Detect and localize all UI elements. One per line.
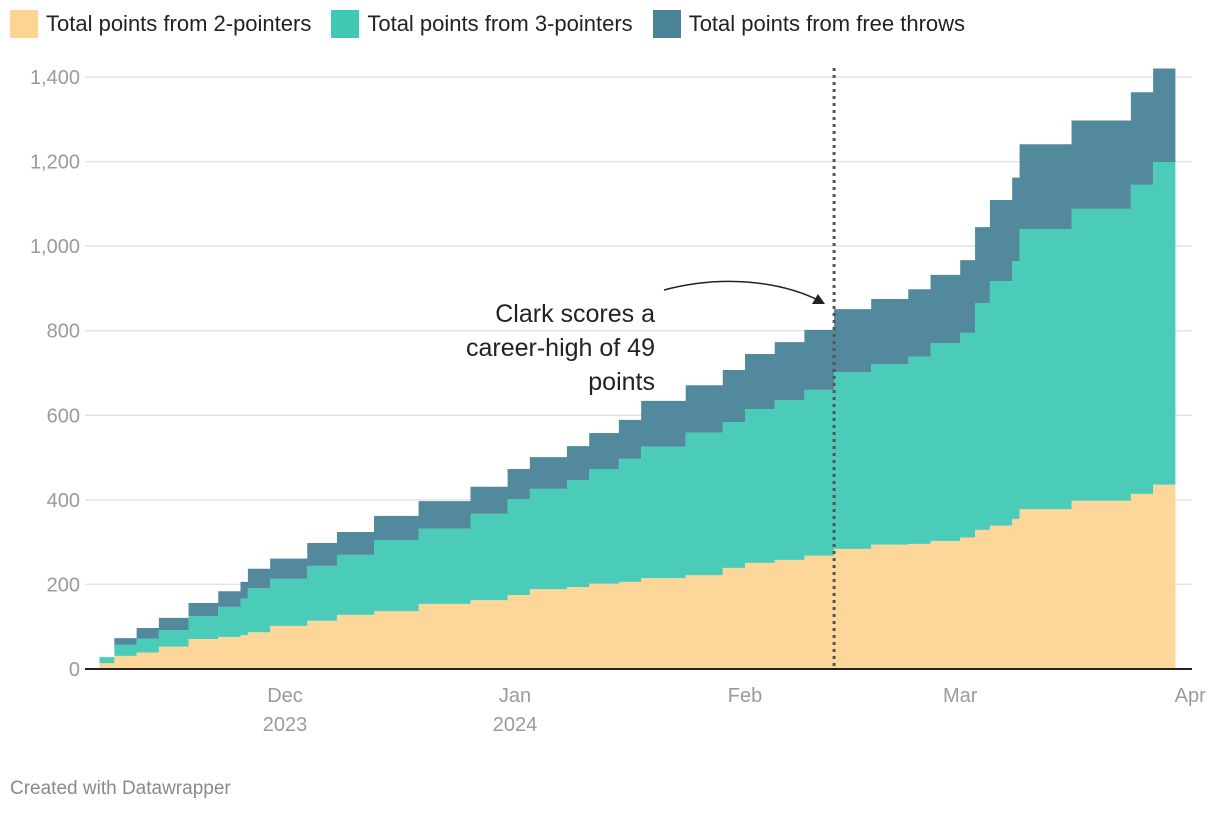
legend-label: Total points from 2-pointers — [46, 11, 312, 36]
legend: Total points from 2-pointers Total point… — [10, 10, 965, 38]
footer-credit: Created with Datawrapper — [10, 778, 231, 799]
y-tick-label: 0 — [69, 659, 80, 681]
legend-item-2-pointers: Total points from 2-pointers — [10, 10, 311, 38]
x-tick-sublabel: 2023 — [263, 714, 308, 736]
y-tick-label: 1,400 — [30, 67, 80, 89]
area-2-pointers — [99, 484, 1176, 669]
x-tick-label: Dec — [267, 685, 303, 707]
x-tick-label: Feb — [728, 685, 762, 707]
legend-item-free-throws: Total points from free throws — [652, 10, 966, 38]
x-tick-label: Jan — [499, 685, 531, 707]
y-tick-label: 1,000 — [30, 236, 80, 258]
legend-swatch — [10, 10, 38, 38]
legend-swatch — [652, 10, 681, 38]
x-tick-label: Mar — [943, 685, 978, 707]
annotation-text: Clark scores a — [495, 300, 655, 328]
annotation-text: career-high of 49 — [466, 334, 655, 362]
arrowhead-icon — [812, 294, 825, 304]
y-tick-label: 800 — [47, 321, 80, 343]
y-tick-label: 200 — [47, 574, 80, 596]
x-tick-sublabel: 2024 — [493, 714, 538, 736]
legend-label: Total points from free throws — [688, 11, 966, 36]
legend-label: Total points from 3-pointers — [367, 11, 633, 36]
y-tick-label: 1,200 — [30, 152, 80, 174]
annotation-arrow — [663, 280, 823, 303]
legend-item-3-pointers: Total points from 3-pointers — [331, 10, 633, 38]
legend-swatch — [331, 10, 360, 38]
y-tick-label: 400 — [47, 490, 80, 512]
area-3-pointers — [99, 161, 1176, 664]
x-tick-label: Apr — [1175, 685, 1206, 707]
y-tick-label: 600 — [47, 405, 80, 427]
annotation-text: points — [588, 368, 655, 396]
